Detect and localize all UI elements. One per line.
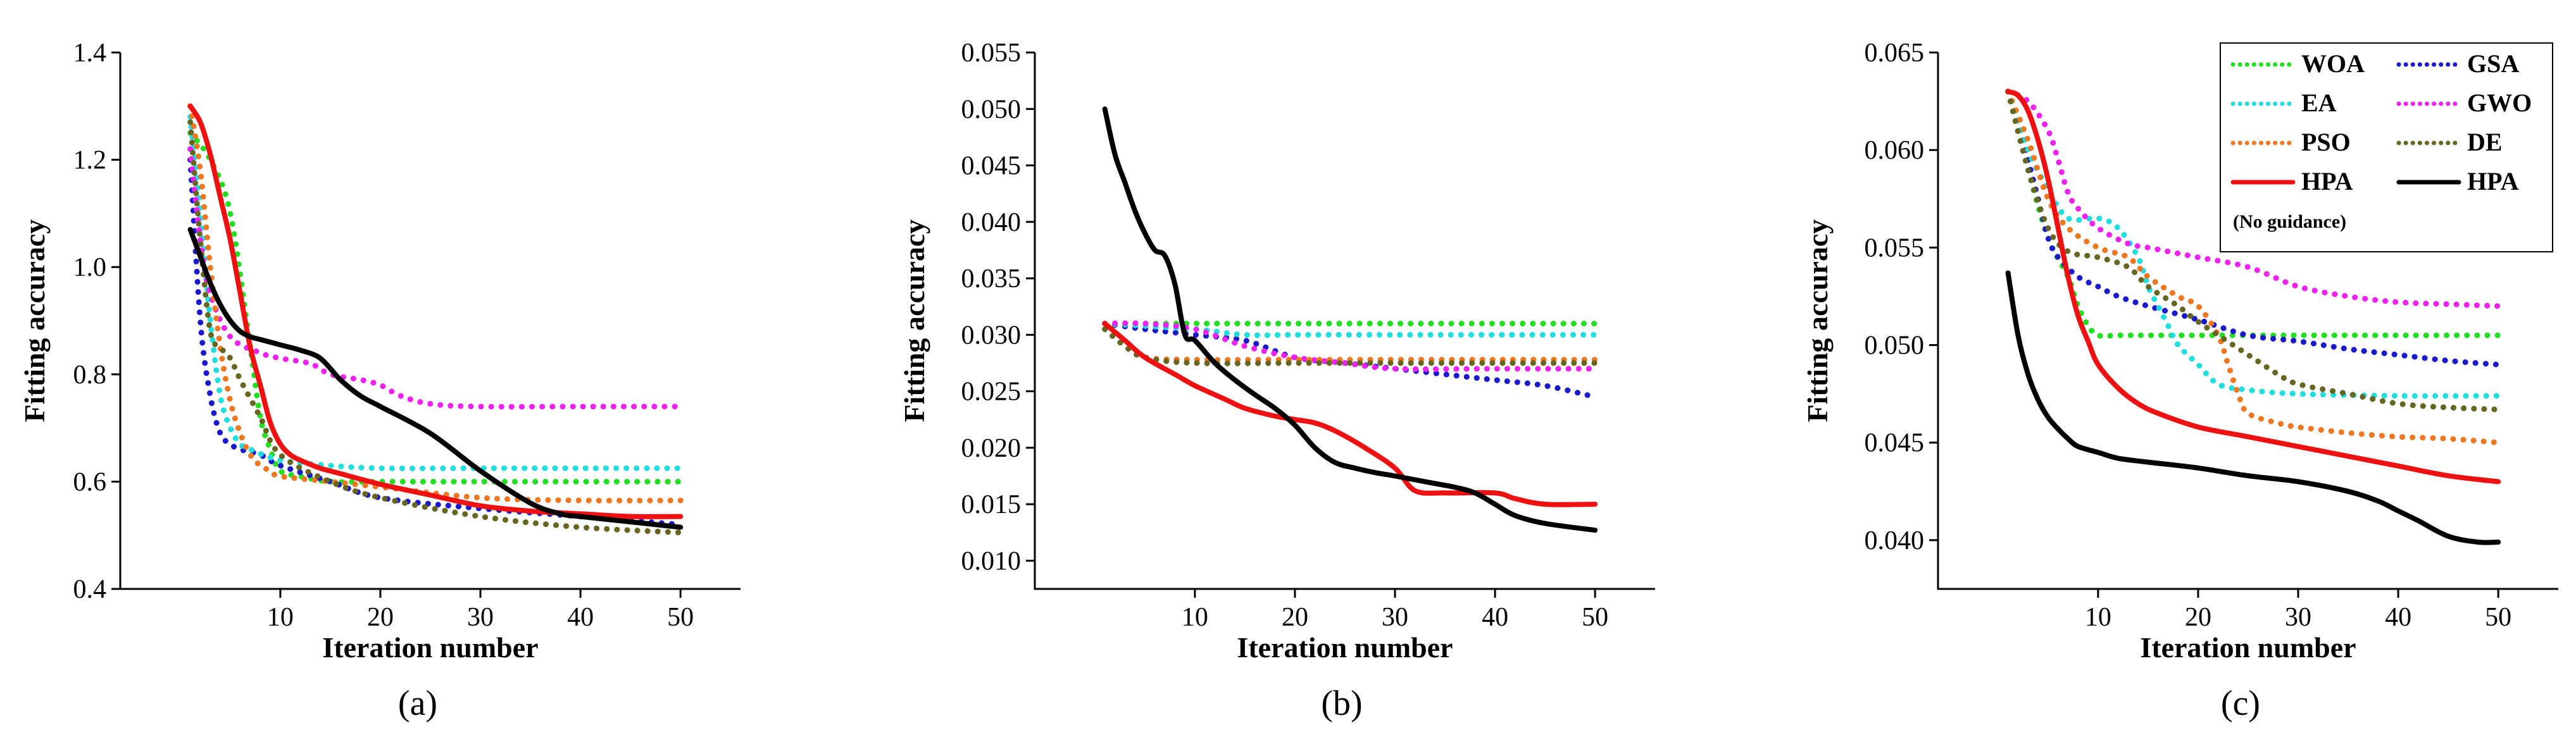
- legend-label: HPA: [2301, 167, 2353, 195]
- x-tick-label: 30: [2285, 603, 2311, 632]
- chart-panel-a: 10 20 30 40 50 0.4 0.6 0.8 1.0 1.2 1.4 Iteration nu…: [18, 39, 741, 723]
- x-axis-label: Iteration number: [2140, 631, 2356, 664]
- series-line-pso: [187, 103, 684, 504]
- y-tick-label: 0.055: [1865, 233, 1925, 263]
- y-tick-label: 0.055: [961, 39, 1022, 68]
- y-tick-label: 1.2: [73, 146, 107, 175]
- series-line-hpa: [187, 103, 684, 519]
- y-tick-label: 0.010: [961, 547, 1022, 576]
- y-axis-label: Fitting accuracy: [898, 220, 930, 423]
- axis-lines: [1937, 53, 2558, 590]
- panel-caption: (a): [398, 684, 437, 723]
- series-line-hpa-no-guidance: [2005, 270, 2501, 545]
- y-tick-label: 0.040: [1865, 526, 1925, 555]
- x-tick-label: 40: [567, 603, 594, 632]
- x-tick-label: 50: [1582, 603, 1608, 632]
- x-tick-label: 10: [1182, 603, 1208, 632]
- series-line-gwo: [2005, 89, 2501, 309]
- legend-label: DE: [2467, 128, 2503, 156]
- x-tick-label: 20: [367, 603, 394, 632]
- x-tick-label: 10: [2085, 603, 2111, 632]
- legend-label: EA: [2301, 89, 2337, 117]
- axis-lines: [1034, 53, 1655, 590]
- y-axis-label: Fitting accuracy: [18, 220, 51, 423]
- x-axis-label: Iteration number: [1237, 631, 1453, 664]
- x-tick-label: 30: [467, 603, 494, 632]
- series-line-woa: [187, 130, 684, 485]
- x-tick-label: 30: [1382, 603, 1408, 632]
- y-tick-label: 0.065: [1865, 39, 1925, 68]
- legend-label: GWO: [2467, 89, 2532, 117]
- axis-lines: [119, 53, 741, 590]
- x-tick-label: 50: [667, 603, 694, 632]
- x-tick-label: 50: [2485, 603, 2511, 632]
- y-tick-label: 0.030: [961, 321, 1022, 350]
- x-tick-label: 40: [2385, 603, 2411, 632]
- legend-label: HPA: [2467, 167, 2519, 195]
- legend-note: (No guidance): [2233, 211, 2346, 232]
- y-tick-label: 1.0: [73, 253, 107, 282]
- x-tick-label: 40: [1482, 603, 1508, 632]
- y-tick-label: 0.035: [961, 264, 1022, 294]
- series-line-gwo: [187, 146, 684, 410]
- legend-label: WOA: [2301, 49, 2365, 78]
- y-tick-label: 0.045: [961, 152, 1022, 181]
- series-line-hpa: [2005, 89, 2501, 485]
- x-tick-label: 20: [1282, 603, 1308, 632]
- legend-label: PSO: [2301, 128, 2351, 156]
- series-line-hpa: [1102, 321, 1598, 507]
- y-axis-label: Fitting accuracy: [1801, 220, 1834, 423]
- series-line-de: [1102, 326, 1598, 367]
- x-tick-label: 10: [267, 603, 294, 632]
- chart-panel-c: 10 20 30 40 50 0.040 0.045 0.050 0.055 0.060 0.065…: [1801, 39, 2558, 723]
- series-line-ea: [187, 114, 684, 472]
- legend-box: [2220, 42, 2553, 252]
- x-tick-label: 20: [2185, 603, 2211, 632]
- legend-label: GSA: [2467, 49, 2519, 78]
- panel-caption: (b): [1321, 684, 1362, 723]
- series-line-pso: [1102, 326, 1598, 363]
- series-line-hpa-no-guidance: [187, 226, 684, 530]
- legend: WOA GSA EA GWO PSO DE HPA HPA (No guidance): [2220, 42, 2553, 252]
- series-line-hpa-no-guidance: [1102, 106, 1598, 533]
- y-tick-label: 0.050: [1865, 331, 1925, 361]
- y-tick-label: 0.050: [961, 95, 1022, 124]
- series-line-de: [2005, 89, 2501, 412]
- y-tick-label: 0.060: [1865, 136, 1925, 165]
- y-tick-label: 0.045: [1865, 429, 1925, 458]
- x-axis-label: Iteration number: [322, 631, 538, 664]
- y-tick-label: 0.8: [73, 361, 107, 390]
- y-tick-label: 0.040: [961, 208, 1022, 237]
- y-tick-label: 0.025: [961, 378, 1022, 407]
- y-tick-label: 1.4: [73, 39, 107, 68]
- y-tick-label: 0.6: [73, 467, 107, 497]
- series-line-ea: [2005, 89, 2501, 399]
- panel-caption: (c): [2221, 684, 2260, 723]
- y-tick-label: 0.015: [961, 490, 1022, 519]
- series-line-de: [187, 119, 684, 536]
- y-tick-label: 0.4: [73, 575, 107, 604]
- series-line-pso: [2005, 89, 2501, 446]
- chart-panel-b: 10 20 30 40 50 0.010 0.015 0.020 0.025 0.030 0.035…: [898, 39, 1655, 723]
- y-tick-label: 0.020: [961, 434, 1022, 463]
